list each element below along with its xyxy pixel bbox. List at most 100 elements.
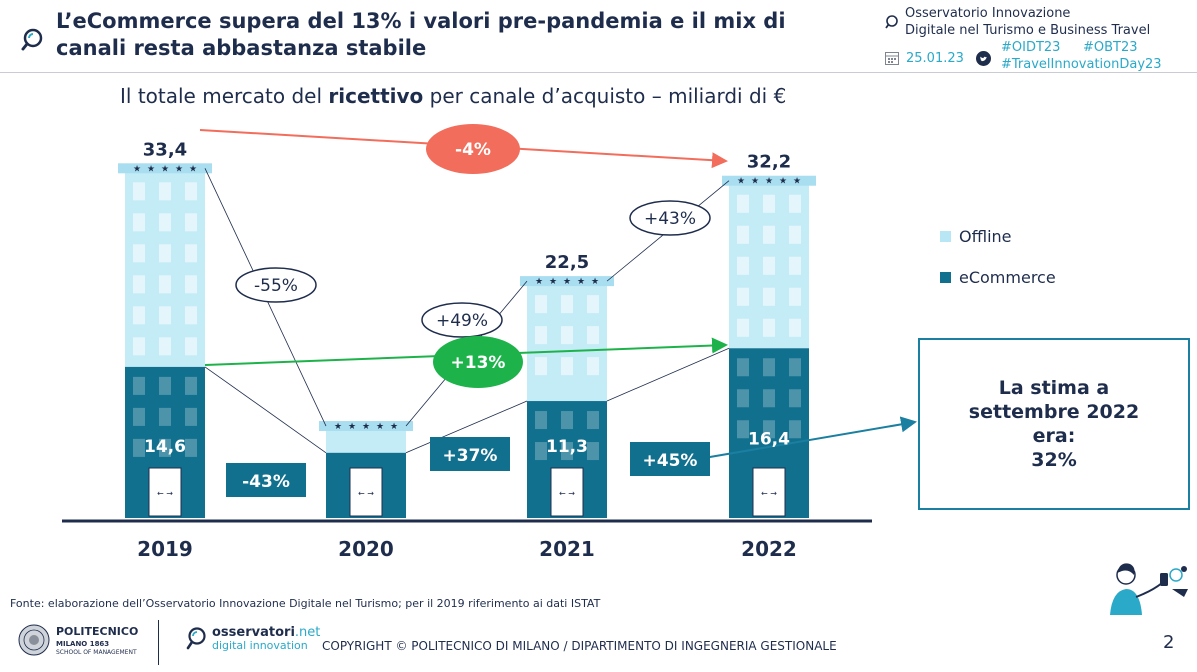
star-icon: ★ xyxy=(376,422,384,432)
star-icon: ★ xyxy=(189,164,197,174)
ecommerce-connector-line xyxy=(405,400,528,454)
osservatori-tagline: digital innovation xyxy=(212,639,308,652)
legend-item-offline: Offline xyxy=(940,227,1012,246)
star-icon: ★ xyxy=(175,164,183,174)
window-light xyxy=(535,326,547,345)
window-light xyxy=(737,194,749,213)
total-label-2021: 22,5 xyxy=(545,252,589,273)
ecommerce-change-label: +45% xyxy=(643,451,698,471)
window-light xyxy=(535,357,547,376)
bar-offline-2019 xyxy=(125,172,205,367)
overall-ecommerce-change-badge xyxy=(433,336,523,388)
window-light xyxy=(789,318,801,337)
ecommerce-change-box xyxy=(226,463,306,497)
window-light xyxy=(185,306,197,325)
star-icon: ★ xyxy=(362,422,370,432)
star-icon: ★ xyxy=(751,177,759,187)
window-light xyxy=(159,182,171,201)
window-dark xyxy=(561,442,573,461)
window-dark xyxy=(159,438,171,457)
bar-group-2021: ★ ★ ★ ★ ★ ← → xyxy=(520,276,614,518)
legend-swatch-ecommerce xyxy=(940,272,951,283)
total-change-ellipse xyxy=(235,267,317,303)
window-light xyxy=(185,337,197,356)
window-dark xyxy=(763,358,775,377)
x-tick-label-2021: 2021 xyxy=(539,537,595,561)
bar-offline-2020 xyxy=(326,430,406,453)
door-arrows-icon: ← → xyxy=(157,489,173,498)
door-icon xyxy=(349,467,383,517)
window-dark xyxy=(737,358,749,377)
person-illustration-icon xyxy=(1110,563,1188,615)
window-dark xyxy=(789,358,801,377)
window-dark xyxy=(737,389,749,408)
magnifier-logo-icon xyxy=(21,28,43,51)
page-title: L’eCommerce supera del 13% i valori pre-… xyxy=(56,9,786,60)
window-light xyxy=(737,318,749,337)
estimate-box: La stima a settembre 2022 era: 32% xyxy=(918,338,1190,510)
window-dark xyxy=(535,411,547,430)
ecommerce-connector-line xyxy=(606,347,730,402)
window-light xyxy=(133,275,145,294)
estimate-arrow xyxy=(703,416,917,459)
window-dark xyxy=(587,411,599,430)
legend-label-offline: Offline xyxy=(959,227,1012,246)
osservatori-brand-suffix: .net xyxy=(294,625,321,640)
window-light xyxy=(133,213,145,232)
x-tick-label-2019: 2019 xyxy=(137,537,193,561)
window-light xyxy=(737,287,749,306)
door-icon xyxy=(148,467,182,517)
bar-group-2020: ★ ★ ★ ★ ★ ← → xyxy=(319,421,413,518)
window-light xyxy=(763,225,775,244)
chart-subtitle: Il totale mercato del ricettivo per cana… xyxy=(120,84,786,108)
total-change-label: +43% xyxy=(644,209,696,229)
x-tick-label-2020: 2020 xyxy=(338,537,394,561)
window-light xyxy=(763,318,775,337)
star-icon: ★ xyxy=(563,277,571,287)
observatory-name-line1: Osservatorio Innovazione xyxy=(905,6,1071,21)
window-light xyxy=(561,295,573,314)
star-icon: ★ xyxy=(390,422,398,432)
window-light xyxy=(763,194,775,213)
star-icon: ★ xyxy=(779,177,787,187)
polimi-school: SCHOOL OF MANAGEMENT xyxy=(56,649,137,656)
bar-group-2019: ★ ★ ★ ★ ★ ← → xyxy=(118,163,212,518)
x-tick-label-2022: 2022 xyxy=(741,537,797,561)
window-light xyxy=(185,244,197,263)
window-light xyxy=(587,357,599,376)
bar-roof-2019 xyxy=(118,163,212,174)
door-icon xyxy=(550,467,584,517)
legend-swatch-offline xyxy=(940,231,951,242)
polimi-name: POLITECNICO xyxy=(56,625,139,638)
osservatori-brand-main: osservatori xyxy=(212,625,295,640)
window-dark xyxy=(763,389,775,408)
osservatori-brand: osservatori.net xyxy=(212,626,320,639)
ecommerce-change-label: +37% xyxy=(443,446,498,466)
event-date: 25.01.23 xyxy=(906,51,964,66)
window-light xyxy=(159,275,171,294)
hashtag-oidt: #OIDT23 xyxy=(1001,40,1061,55)
calendar-icon xyxy=(885,52,899,65)
window-dark xyxy=(185,376,197,395)
osservatori-logo-icon xyxy=(186,627,206,650)
window-light xyxy=(159,337,171,356)
window-light xyxy=(789,256,801,275)
window-light xyxy=(159,306,171,325)
hashtag-travel-innovation-day: #TravelInnovationDay23 xyxy=(1001,57,1162,72)
star-icon: ★ xyxy=(147,164,155,174)
window-light xyxy=(587,326,599,345)
star-icon: ★ xyxy=(133,164,141,174)
window-dark xyxy=(159,407,171,426)
overall-total-change-label: -4% xyxy=(455,140,491,160)
window-light xyxy=(185,213,197,232)
source-note: Fonte: elaborazione dell’Osservatorio In… xyxy=(10,597,601,610)
observatory-logo-icon xyxy=(885,15,898,29)
legend-item-ecommerce: eCommerce xyxy=(940,268,1056,287)
window-light xyxy=(763,256,775,275)
window-light xyxy=(133,244,145,263)
ecommerce-change-box xyxy=(630,442,710,476)
window-light xyxy=(159,244,171,263)
bar-roof-2021 xyxy=(520,276,614,287)
window-dark xyxy=(159,376,171,395)
copyright-note: COPYRIGHT © POLITECNICO DI MILANO / DIPA… xyxy=(322,639,837,653)
